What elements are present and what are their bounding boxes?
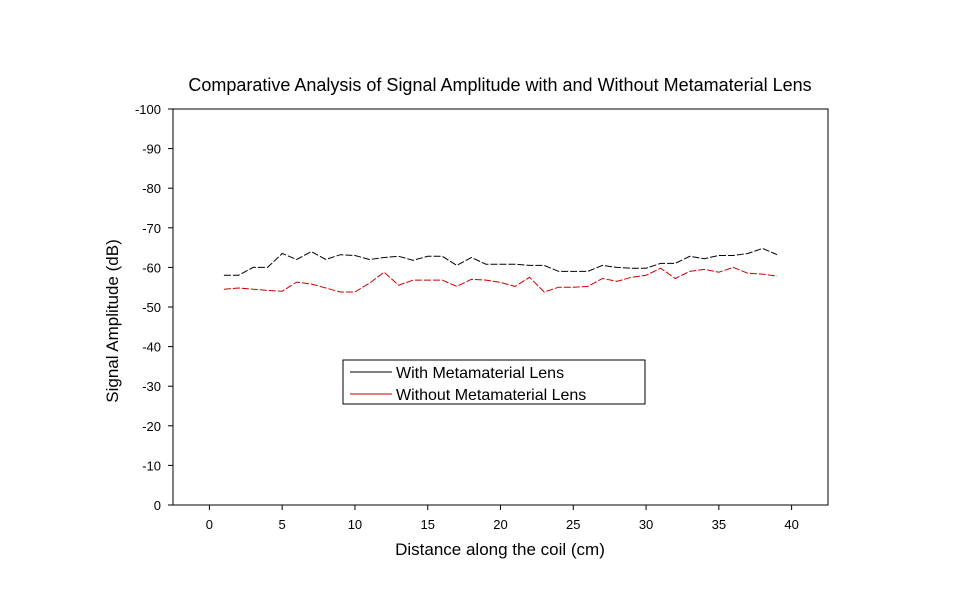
y-tick-label: -40 <box>142 340 161 355</box>
y-tick-label: -30 <box>142 379 161 394</box>
x-tick-label: 25 <box>566 517 580 532</box>
y-tick-label: -20 <box>142 419 161 434</box>
x-axis-label: Distance along the coil (cm) <box>395 540 605 559</box>
x-axis: 0 5 10 15 20 25 30 35 40 <box>206 505 799 532</box>
x-tick-label: 15 <box>420 517 434 532</box>
y-tick-label: -10 <box>142 458 161 473</box>
legend-label-without-lens: Without Metamaterial Lens <box>396 387 586 404</box>
y-tick-label: -100 <box>135 102 161 117</box>
x-tick-label: 35 <box>712 517 726 532</box>
y-tick-label: 0 <box>154 498 161 513</box>
x-tick-label: 5 <box>279 517 286 532</box>
plot-frame <box>172 108 829 506</box>
y-tick-label: -80 <box>142 181 161 196</box>
y-tick-label: -70 <box>142 221 161 236</box>
x-tick-label: 30 <box>639 517 653 532</box>
series-line-without-lens <box>223 266 778 293</box>
legend-label-with-lens: With Metamaterial Lens <box>396 365 564 382</box>
x-tick-label: 20 <box>493 517 507 532</box>
legend-box <box>342 359 646 405</box>
y-tick-label: -90 <box>142 142 161 157</box>
chart-title: Comparative Analysis of Signal Amplitude… <box>188 75 811 95</box>
y-tick-label: -50 <box>142 300 161 315</box>
series-layer <box>223 247 778 293</box>
y-axis: 0 -10 -20 -30 -40 -50 -60 -70 -80 -90 -100 <box>135 102 173 513</box>
x-tick-label: 40 <box>784 517 798 532</box>
legend: With Metamaterial Lens Without Metamater… <box>342 359 646 405</box>
y-tick-label: -60 <box>142 260 161 275</box>
y-axis-label: Signal Amplitude (dB) <box>103 239 122 402</box>
series-line-with-lens <box>223 247 778 276</box>
x-tick-label: 0 <box>206 517 213 532</box>
x-tick-label: 10 <box>348 517 362 532</box>
